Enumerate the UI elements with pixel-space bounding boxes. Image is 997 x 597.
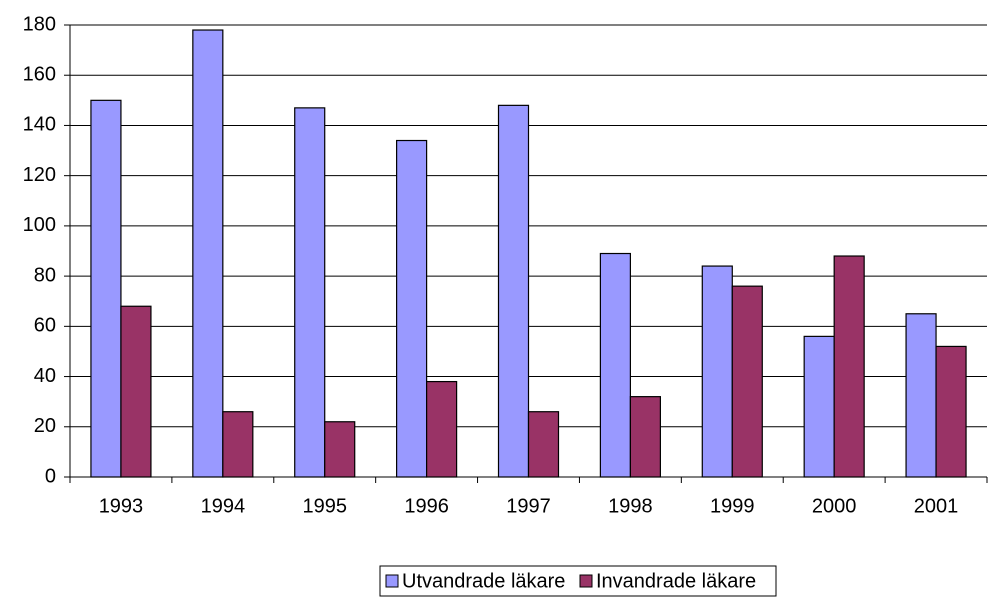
bar bbox=[905, 313, 937, 478]
x-tick-label: 1993 bbox=[99, 495, 144, 517]
bar bbox=[120, 305, 152, 478]
legend-label: Invandrade läkare bbox=[596, 570, 756, 592]
bar bbox=[935, 345, 967, 478]
y-tick-label: 40 bbox=[34, 365, 56, 387]
bar bbox=[599, 252, 631, 478]
y-tick-label: 80 bbox=[34, 264, 56, 286]
bar bbox=[527, 411, 560, 478]
x-tick-label: 1994 bbox=[201, 495, 246, 517]
bar bbox=[701, 265, 733, 478]
x-tick-label: 2001 bbox=[914, 495, 959, 517]
y-tick-label: 100 bbox=[23, 214, 56, 236]
bar bbox=[803, 335, 835, 478]
bar bbox=[497, 104, 530, 478]
y-tick-label: 0 bbox=[45, 465, 56, 487]
x-tick-label: 1997 bbox=[506, 495, 551, 517]
y-tick-label: 180 bbox=[23, 13, 56, 35]
bar bbox=[222, 411, 254, 478]
x-tick-label: 2000 bbox=[812, 495, 857, 517]
x-tick-label: 1998 bbox=[608, 495, 653, 517]
y-tick-label: 20 bbox=[34, 415, 56, 437]
bar bbox=[294, 107, 326, 478]
x-tick-label: 1996 bbox=[404, 495, 449, 517]
legend-label: Utvandrade läkare bbox=[402, 570, 565, 592]
bar bbox=[90, 99, 122, 478]
x-tick-label: 1999 bbox=[710, 495, 755, 517]
bar bbox=[629, 396, 661, 478]
legend-swatch bbox=[385, 574, 399, 588]
y-tick-label: 120 bbox=[23, 164, 56, 186]
bar bbox=[192, 29, 224, 478]
legend-box bbox=[379, 565, 777, 597]
bar bbox=[426, 380, 458, 478]
bar bbox=[324, 421, 356, 478]
bar bbox=[833, 255, 865, 478]
legend-swatch bbox=[579, 574, 593, 588]
bar bbox=[396, 139, 428, 478]
bar bbox=[731, 285, 763, 478]
x-tick-label: 1995 bbox=[302, 495, 347, 517]
y-tick-label: 140 bbox=[23, 114, 56, 136]
y-tick-label: 60 bbox=[34, 315, 56, 337]
y-tick-label: 160 bbox=[23, 64, 56, 86]
